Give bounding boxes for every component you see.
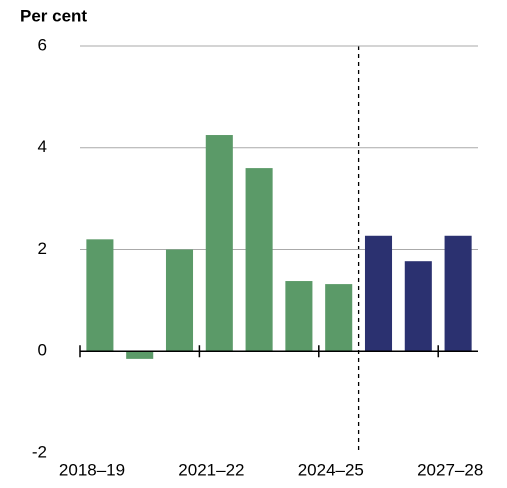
x-tick-label: 2021–22 — [178, 460, 244, 479]
y-tick-label: 2 — [38, 239, 47, 258]
bar — [444, 235, 472, 352]
x-tick-label: 2027–28 — [417, 460, 483, 479]
x-tick-label: 2024–25 — [298, 460, 364, 479]
bar — [126, 351, 154, 359]
y-tick-label: 0 — [38, 341, 47, 360]
y-tick-label: -2 — [32, 442, 47, 461]
bar — [165, 249, 194, 352]
bar — [404, 261, 432, 352]
bar — [285, 281, 313, 352]
y-tick-label: 4 — [38, 137, 47, 156]
y-axis-label: Per cent — [20, 6, 87, 25]
bar — [245, 168, 273, 352]
bar — [364, 235, 393, 352]
bar — [325, 284, 353, 352]
y-tick-label: 6 — [38, 35, 47, 54]
bar — [205, 135, 233, 352]
x-tick-label: 2018–19 — [59, 460, 125, 479]
bar — [86, 239, 114, 352]
